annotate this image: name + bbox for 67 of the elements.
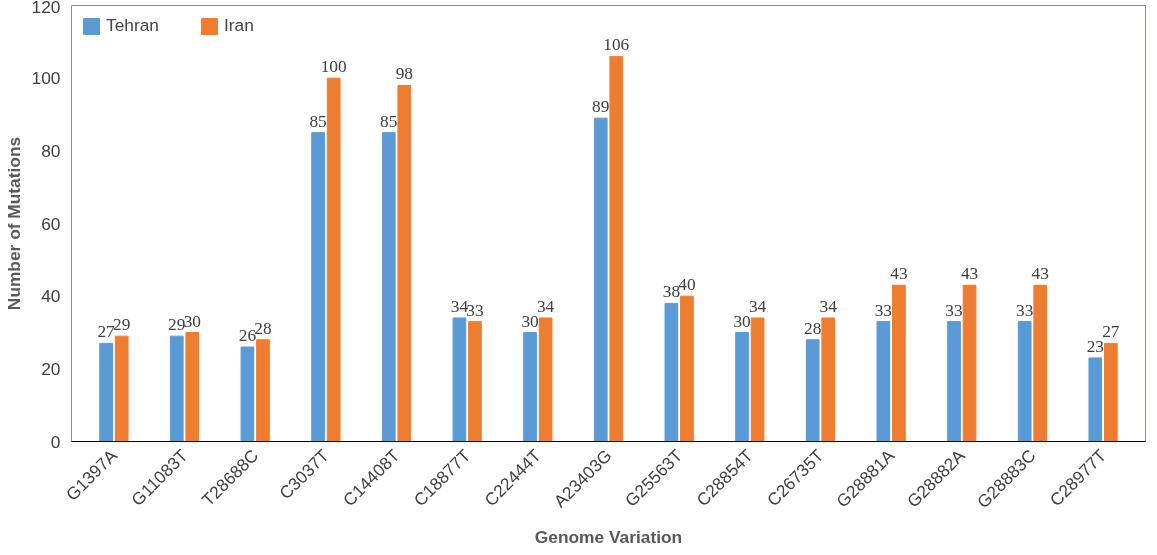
- data-label: 33: [466, 300, 484, 320]
- bar: [750, 317, 765, 442]
- bar: [876, 321, 891, 442]
- data-label: 106: [603, 35, 630, 55]
- bar: [609, 55, 624, 442]
- y-tick-label: 60: [41, 213, 61, 234]
- bar: [1033, 284, 1048, 442]
- y-tick-label: 80: [41, 140, 61, 161]
- legend-label: Tehran: [106, 15, 159, 36]
- bar: [468, 321, 482, 442]
- data-label: 33: [1016, 300, 1034, 320]
- y-tick-label: 40: [41, 286, 61, 307]
- bar: [664, 302, 679, 442]
- data-label: 27: [1102, 322, 1120, 342]
- data-label: 100: [320, 57, 347, 77]
- bar: [947, 321, 961, 442]
- bar: [397, 84, 412, 442]
- data-label: 30: [733, 311, 751, 331]
- data-label: 43: [1031, 264, 1049, 284]
- bar: [805, 339, 820, 442]
- data-label: 85: [380, 111, 398, 131]
- bar: [114, 335, 129, 442]
- data-label: 26: [238, 326, 257, 346]
- legend-label: Iran: [223, 15, 254, 36]
- bar: [680, 295, 694, 442]
- bar: [326, 77, 341, 442]
- x-axis-title: Genome Variation: [534, 527, 683, 548]
- bar: [256, 339, 270, 442]
- bar: [523, 332, 537, 442]
- data-label: 85: [309, 111, 327, 131]
- data-label: 28: [804, 318, 822, 338]
- bar: [1088, 357, 1103, 442]
- data-label: 29: [168, 315, 186, 335]
- data-label: 98: [395, 64, 413, 84]
- data-label: 43: [890, 264, 908, 284]
- bar: [892, 284, 906, 442]
- bar: [735, 332, 749, 442]
- data-label: 89: [592, 97, 610, 117]
- data-label: 33: [874, 300, 893, 320]
- data-label: 29: [113, 315, 131, 335]
- bar: [311, 132, 325, 442]
- bar: [99, 342, 113, 442]
- data-label: 23: [1086, 336, 1104, 356]
- bar: [452, 317, 467, 442]
- data-label: 34: [748, 296, 767, 316]
- data-label: 33: [945, 300, 963, 320]
- bar: [821, 317, 836, 442]
- bar: [185, 332, 200, 442]
- y-tick-label: 100: [31, 68, 61, 89]
- bar: [240, 346, 255, 442]
- y-axis-title: Number of Mutations: [3, 136, 24, 311]
- bar: [962, 284, 977, 442]
- y-tick-label: 120: [31, 0, 61, 17]
- data-label: 30: [521, 311, 539, 331]
- bar: [381, 132, 396, 442]
- bar: [1104, 342, 1118, 442]
- bar: [538, 317, 553, 442]
- bar: [593, 117, 608, 442]
- y-tick-label: 20: [41, 358, 61, 379]
- data-label: 34: [819, 296, 838, 316]
- y-tick-label: 0: [50, 431, 61, 452]
- data-label: 43: [960, 264, 979, 284]
- bar: [1017, 321, 1032, 442]
- data-label: 27: [97, 322, 116, 342]
- data-label: 34: [536, 296, 555, 316]
- data-label: 30: [183, 311, 201, 331]
- bar: [169, 335, 184, 442]
